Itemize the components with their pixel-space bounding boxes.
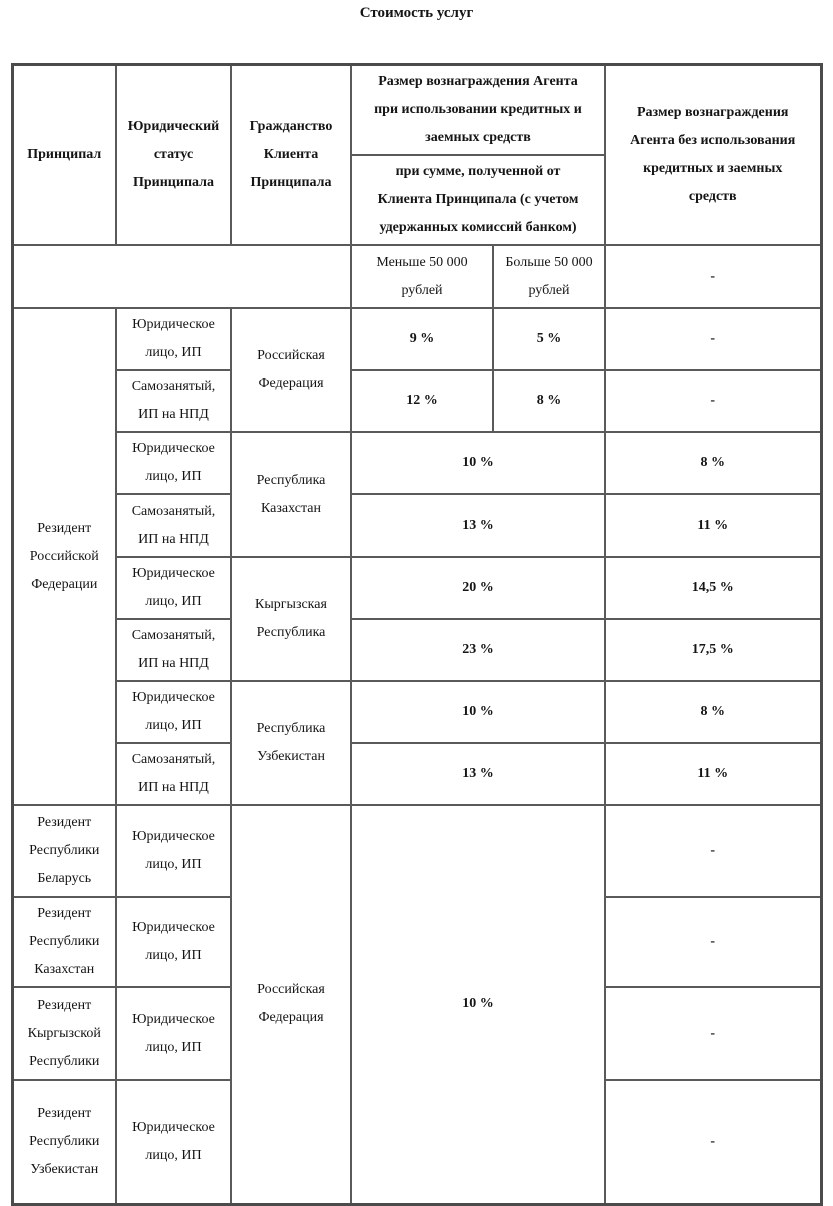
table-row: Самозанятый, ИП на НПД 13 % 11 % [12,742,822,806]
row-legal-status: Самозанятый, ИП на НПД [115,369,232,433]
row-legal-status: Юридическое лицо, ИП [115,680,232,744]
row-citizenship: Республика Узбекистан [230,680,352,806]
cell-rate-combined: 10 % [350,431,606,495]
cell-rate-combined: 13 % [350,742,606,806]
cell-rate-without: - [604,369,822,433]
row-legal-status: Юридическое лицо, ИП [115,896,232,988]
header-less-50k: Меньше 50 000 рублей [350,244,494,309]
row-principal: Резидент Российской Федерации [11,307,117,806]
header-dash-cell: - [604,244,822,309]
cell-rate-without: 11 % [604,742,822,806]
row-legal-status: Юридическое лицо, ИП [115,804,232,898]
row-legal-status: Юридическое лицо, ИП [115,556,232,620]
header-principal: Принципал [11,63,117,246]
row-principal: Резидент Республики Казахстан [11,896,117,988]
table-row: Резидент Кыргызской Республики Юридическ… [11,986,822,1081]
cell-rate-without: - [604,307,822,371]
cell-rate-without: 17,5 % [604,618,822,682]
header-citizenship: Гражданство Клиента Принципала [230,63,352,246]
cell-rate-less: 9 % [350,307,494,371]
row-legal-status: Самозанятый, ИП на НПД [115,742,232,806]
row-legal-status: Юридическое лицо, ИП [115,307,232,371]
cell-rate-combined: 10 % [350,804,606,1205]
table-row: Юридическое лицо, ИП Кыргызская Республи… [12,556,822,682]
table-row: Резидент Российской Федерации Юридическо… [11,307,822,806]
header-with-credit: Размер вознаграждения Агента при использ… [350,63,606,156]
cell-rate-combined: 13 % [350,493,606,558]
header-without-credit: Размер вознаграждения Агента без использ… [604,63,822,246]
cell-rate-without: 8 % [604,680,822,744]
row-principal: Резидент Республики Беларусь [11,804,117,898]
table-row: Резидент Республики Казахстан Юридическо… [11,896,822,988]
cell-rate-without: 8 % [604,431,822,495]
row-citizenship: Республика Казахстан [230,431,352,558]
row-citizenship: Кыргызская Республика [230,556,352,682]
cell-rate-without: - [604,896,822,988]
table-row: Юридическое лицо, ИП Республика Казахста… [12,431,822,558]
cell-rate-without: 14,5 % [604,556,822,620]
row-citizenship: Российская Федерация [230,307,352,433]
cell-rate-more: 8 % [492,369,606,433]
table-row: Юридическое лицо, ИП Республика Узбекист… [12,680,822,806]
row-citizenship: Российская Федерация [230,804,352,1205]
row-legal-status: Самозанятый, ИП на НПД [115,493,232,558]
table-row: Самозанятый, ИП на НПД 12 % 8 % - [12,369,822,433]
cell-rate-combined: 20 % [350,556,606,620]
row-principal: Резидент Республики Узбекистан [11,1079,117,1205]
row-legal-status: Юридическое лицо, ИП [115,986,232,1081]
cell-rate-without: 11 % [604,493,822,558]
services-pricing-table: Принципал Юридический статус Принципала … [10,63,823,1206]
table-row: Самозанятый, ИП на НПД 23 % 17,5 % [12,618,822,682]
row-legal-status: Юридическое лицо, ИП [115,431,232,495]
table-row: Самозанятый, ИП на НПД 13 % 11 % [12,493,822,558]
table-row: Резидент Республики Узбекистан Юридическ… [11,1079,822,1205]
cell-rate-combined: 23 % [350,618,606,682]
header-more-50k: Больше 50 000 рублей [492,244,606,309]
cell-rate-combined: 10 % [350,680,606,744]
cell-rate-less: 12 % [350,369,494,433]
cell-rate-without: - [604,804,822,898]
header-with-credit-sum: при сумме, полученной от Клиента Принцип… [350,154,606,246]
row-principal: Резидент Кыргызской Республики [11,986,117,1081]
cell-rate-more: 5 % [492,307,606,371]
cell-rate-without: - [604,1079,822,1205]
row-legal-status: Самозанятый, ИП на НПД [115,618,232,682]
cell-rate-without: - [604,986,822,1081]
header-empty-cell [11,244,352,309]
table-row: Резидент Республики Беларусь Юридическое… [11,804,822,1205]
page-title: Стоимость услуг [359,5,474,21]
header-legal-status: Юридический статус Принципала [115,63,232,246]
row-legal-status: Юридическое лицо, ИП [115,1079,232,1205]
